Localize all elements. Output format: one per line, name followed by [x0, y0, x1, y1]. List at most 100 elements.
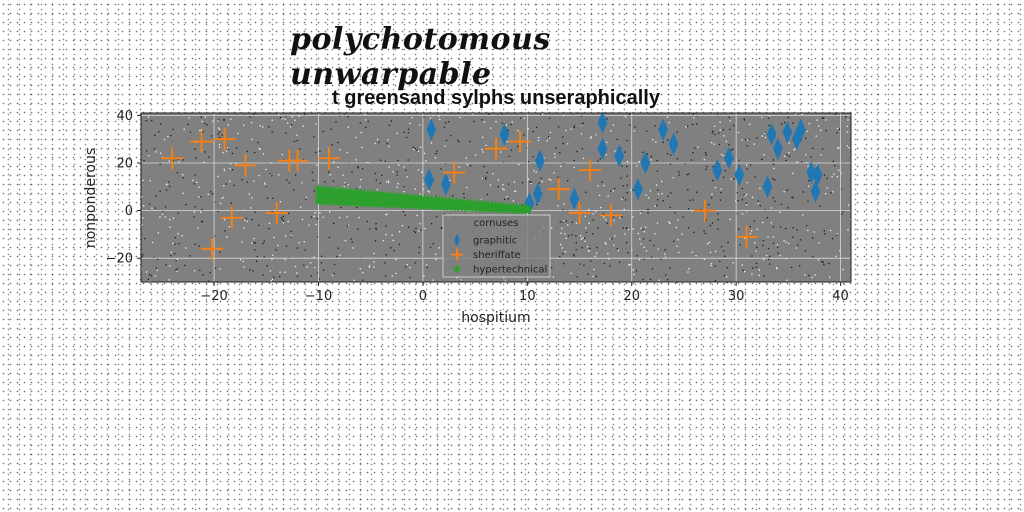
noise-speck: [203, 161, 205, 163]
noise-speck: [594, 255, 596, 258]
noise-speck: [279, 271, 281, 273]
noise-speck: [823, 230, 825, 232]
noise-speck: [396, 132, 398, 135]
noise-speck: [450, 135, 452, 137]
noise-speck: [785, 258, 787, 260]
noise-speck: [227, 124, 229, 126]
noise-speck: [208, 156, 210, 158]
noise-speck: [258, 175, 260, 177]
noise-speck: [264, 182, 266, 184]
noise-speck: [303, 241, 305, 243]
noise-speck: [786, 189, 788, 191]
noise-speck: [322, 269, 325, 271]
hypertechnical-point: [522, 203, 533, 213]
noise-speck: [231, 152, 233, 155]
noise-speck: [279, 116, 282, 119]
noise-speck: [772, 159, 774, 161]
noise-speck: [645, 226, 647, 228]
noise-speck: [742, 269, 744, 271]
noise-speck: [605, 219, 607, 221]
noise-speck: [709, 224, 711, 227]
noise-speck: [691, 251, 693, 253]
noise-speck: [329, 211, 331, 213]
noise-speck: [826, 177, 828, 179]
noise-speck: [184, 264, 186, 266]
noise-speck: [614, 150, 616, 152]
noise-speck: [703, 158, 705, 161]
noise-speck: [585, 227, 587, 229]
noise-speck: [218, 146, 220, 148]
noise-speck: [169, 185, 171, 188]
noise-speck: [335, 121, 337, 123]
noise-speck: [259, 148, 261, 150]
noise-speck: [783, 191, 785, 193]
noise-speck: [385, 233, 387, 236]
noise-speck: [555, 147, 557, 149]
series-hypertechnical: [313, 184, 533, 215]
noise-speck: [279, 276, 281, 278]
noise-speck: [344, 182, 346, 184]
noise-speck: [704, 152, 707, 154]
noise-speck: [656, 170, 659, 172]
noise-speck: [246, 150, 248, 153]
noise-speck: [182, 159, 184, 161]
noise-speck: [661, 180, 663, 183]
noise-speck: [148, 203, 151, 205]
noise-speck: [178, 161, 180, 163]
noise-speck: [269, 174, 272, 176]
noise-speck: [294, 265, 297, 268]
noise-speck: [508, 155, 510, 158]
noise-speck: [548, 178, 550, 180]
noise-speck: [241, 179, 243, 181]
noise-speck: [200, 116, 202, 118]
noise-speck: [595, 275, 597, 278]
noise-speck: [163, 138, 166, 141]
noise-speck: [769, 263, 771, 265]
noise-speck: [435, 152, 437, 155]
legend-box: [442, 214, 551, 278]
noise-speck: [712, 166, 714, 168]
noise-speck: [657, 193, 660, 195]
graphitic-point: [795, 118, 806, 141]
noise-speck: [347, 126, 349, 128]
noise-speck: [718, 132, 720, 134]
noise-speck: [265, 185, 267, 187]
noise-speck: [847, 119, 849, 121]
noise-speck: [815, 135, 817, 137]
noise-speck: [535, 171, 537, 173]
noise-speck: [357, 166, 359, 168]
noise-speck: [675, 226, 678, 229]
noise-speck: [504, 280, 506, 282]
noise-speck: [819, 205, 821, 207]
noise-speck: [826, 187, 828, 189]
noise-speck: [269, 270, 272, 272]
noise-speck: [201, 209, 203, 211]
noise-speck: [284, 118, 286, 120]
noise-speck: [166, 183, 168, 185]
y-axis-label: nonponderous: [83, 148, 99, 248]
noise-speck: [772, 242, 775, 244]
noise-speck: [440, 168, 442, 170]
noise-speck: [773, 167, 775, 170]
noise-speck: [435, 253, 437, 255]
noise-speck: [278, 114, 280, 116]
noise-speck: [565, 220, 568, 222]
noise-speck: [387, 139, 389, 141]
noise-speck: [177, 212, 179, 214]
x-tick-label: 10: [519, 289, 536, 304]
noise-speck: [624, 116, 627, 118]
noise-speck: [435, 195, 437, 197]
noise-speck: [432, 279, 434, 281]
noise-speck: [686, 174, 688, 176]
noise-speck: [279, 201, 281, 203]
noise-speck: [200, 211, 202, 213]
noise-speck: [304, 249, 306, 251]
noise-speck: [246, 181, 248, 183]
noise-speck: [730, 178, 732, 180]
noise-speck: [252, 270, 254, 272]
noise-speck: [609, 265, 611, 267]
noise-speck: [770, 207, 773, 209]
noise-speck: [682, 216, 684, 218]
noise-speck: [580, 235, 582, 237]
noise-speck: [275, 249, 277, 251]
